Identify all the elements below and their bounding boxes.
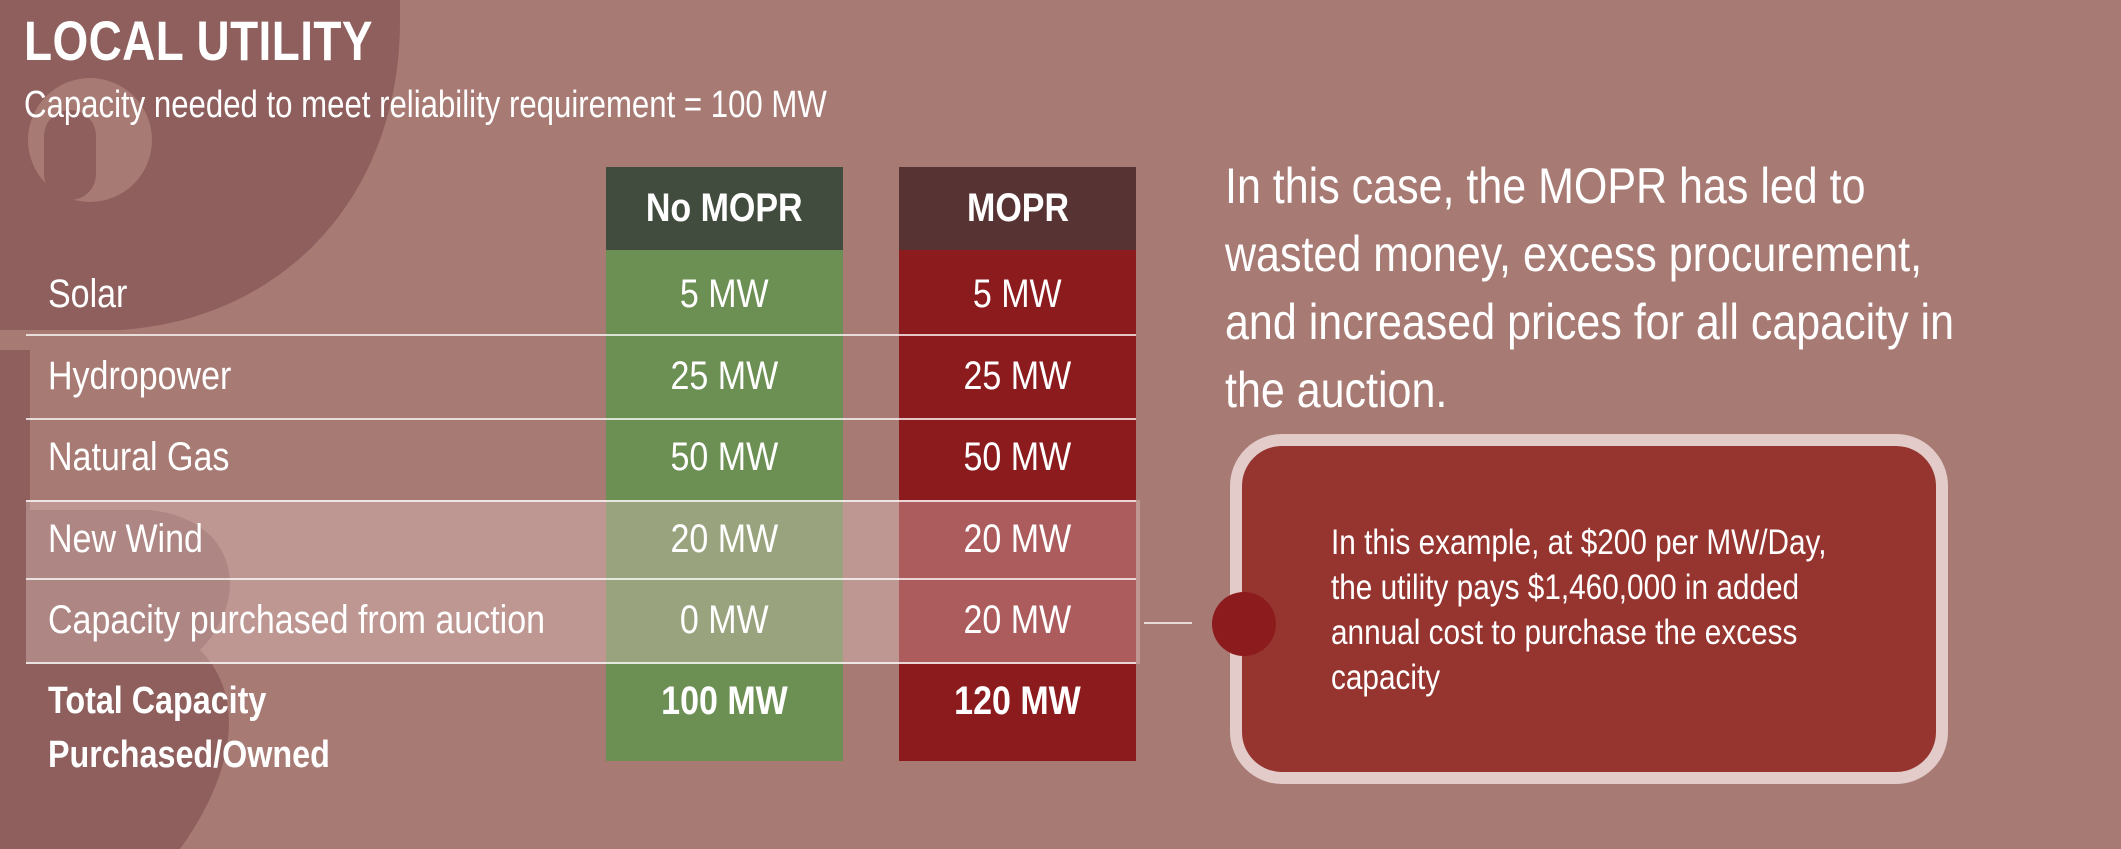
page-subtitle: Capacity needed to meet reliability requ… xyxy=(24,84,827,126)
row-divider xyxy=(26,500,1136,502)
table-row: New Wind 20 MW 20 MW xyxy=(0,499,1140,579)
table-row: Natural Gas 50 MW 50 MW xyxy=(0,417,1140,497)
total-label-line2: Purchased/Owned xyxy=(48,734,330,776)
mopr-value: 50 MW xyxy=(963,435,1072,479)
callout-box xyxy=(1230,434,1948,784)
row-divider xyxy=(26,662,1136,664)
mopr-value: 25 MW xyxy=(963,354,1072,398)
no-mopr-value: 20 MW xyxy=(670,517,779,561)
row-label: Capacity purchased from auction xyxy=(48,598,546,642)
case-explanation-text: In this case, the MOPR has led to wasted… xyxy=(1225,158,1954,418)
row-label: New Wind xyxy=(48,517,203,561)
total-label: Total Capacity Purchased/Owned xyxy=(48,674,473,782)
row-label: Natural Gas xyxy=(48,435,230,479)
column-header-mopr: MOPR xyxy=(899,167,1136,250)
callout-connector-line xyxy=(1144,622,1192,624)
no-mopr-value: 0 MW xyxy=(680,598,769,642)
mopr-value: 20 MW xyxy=(963,598,1072,642)
table-row: Capacity purchased from auction 0 MW 20 … xyxy=(0,580,1140,660)
total-no-mopr-value: 100 MW xyxy=(661,679,788,723)
no-mopr-value: 5 MW xyxy=(680,272,769,316)
callout-text: In this example, at $200 per MW/Day, the… xyxy=(1331,523,1827,697)
total-mopr-value: 120 MW xyxy=(954,679,1081,723)
table-row: Solar 5 MW 5 MW xyxy=(0,254,1140,334)
row-label: Hydropower xyxy=(48,354,232,398)
callout-connector-dot xyxy=(1212,592,1276,656)
row-divider xyxy=(26,578,1136,580)
mopr-value: 5 MW xyxy=(973,272,1062,316)
highlight-band xyxy=(26,500,1140,664)
table-row: Hydropower 25 MW 25 MW xyxy=(0,336,1140,416)
row-divider xyxy=(26,418,1136,420)
no-mopr-value: 50 MW xyxy=(670,435,779,479)
no-mopr-value: 25 MW xyxy=(670,354,779,398)
total-label-line1: Total Capacity xyxy=(48,680,267,722)
page-title: LOCAL UTILITY xyxy=(24,9,373,72)
row-divider xyxy=(26,334,1136,336)
column-header-no-mopr: No MOPR xyxy=(606,167,843,250)
mopr-value: 20 MW xyxy=(963,517,1072,561)
row-label: Solar xyxy=(48,272,128,316)
